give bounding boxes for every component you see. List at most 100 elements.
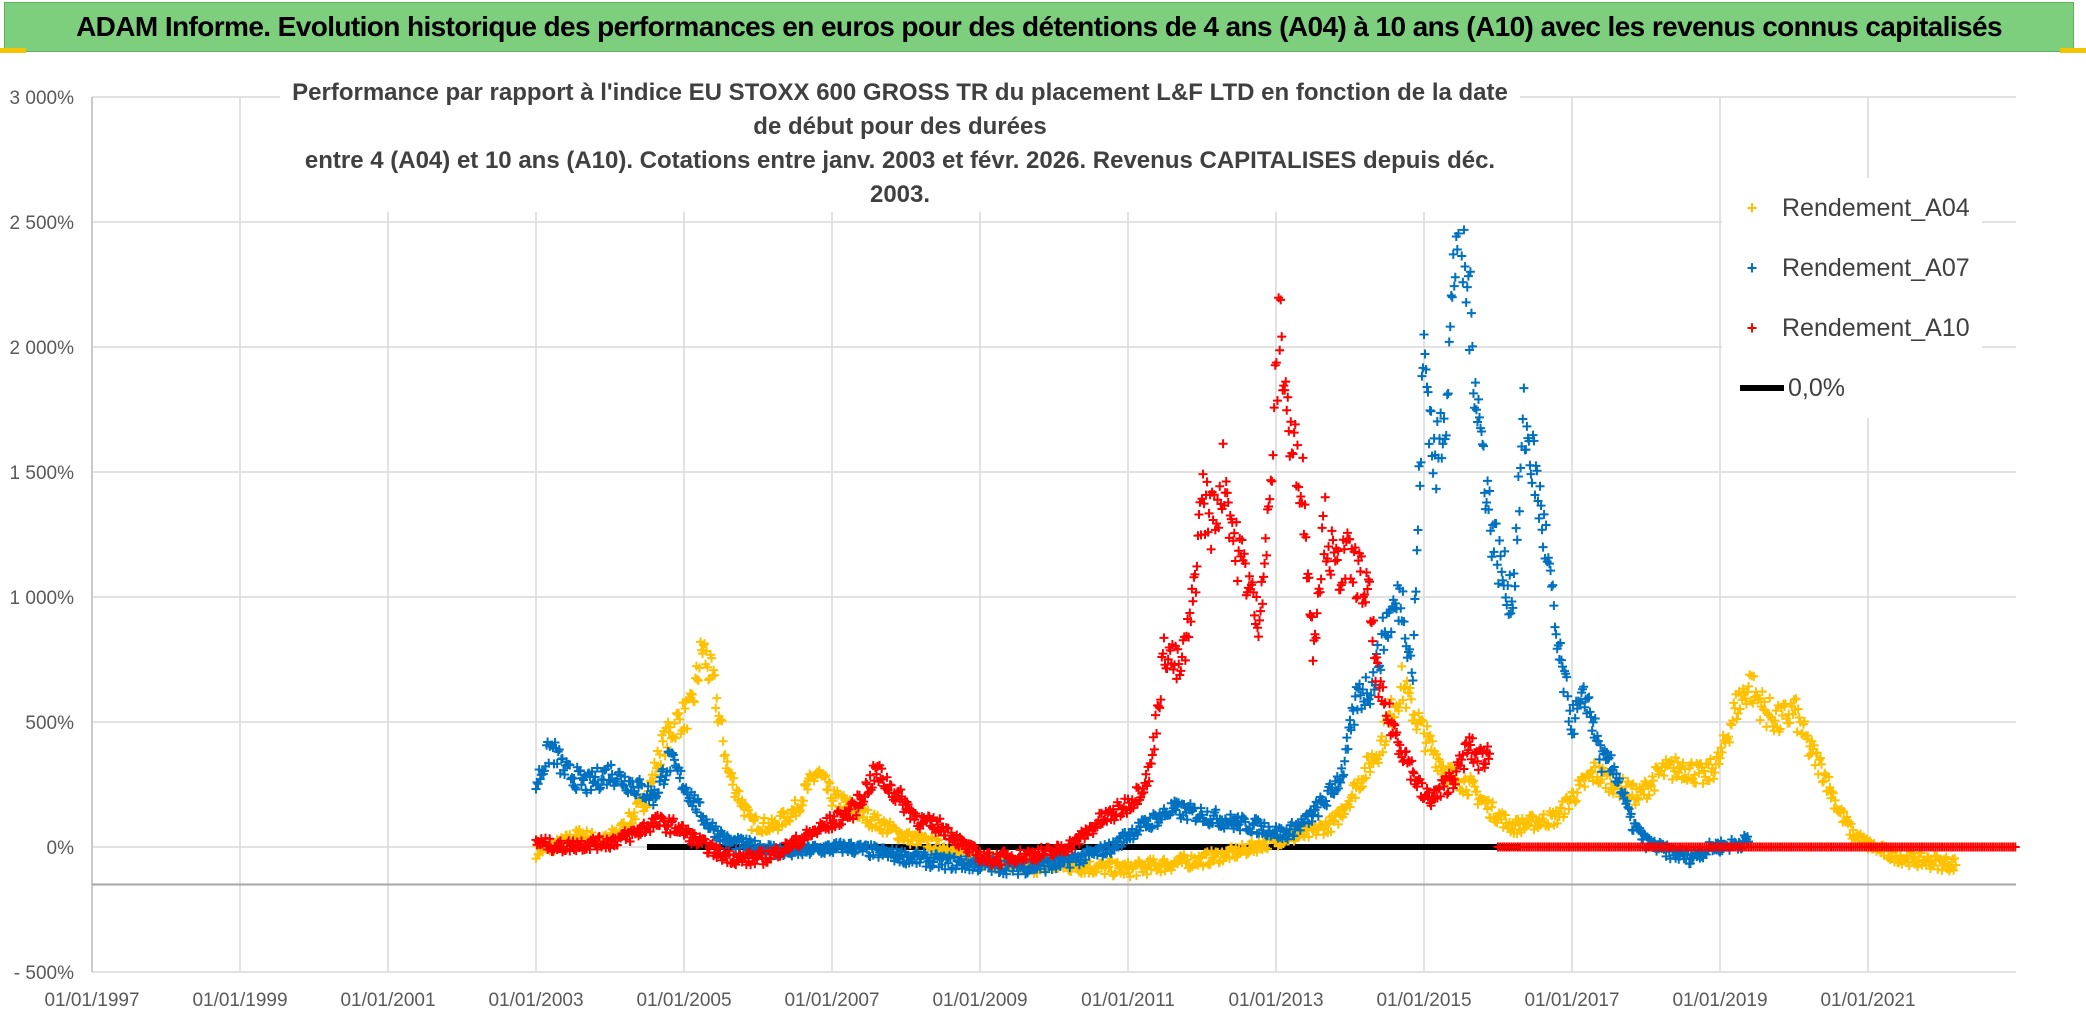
point-Rendement_A04	[1768, 721, 1778, 731]
point-Rendement_A07	[1420, 349, 1430, 359]
legend-label-a07: Rendement_A07	[1782, 253, 1970, 282]
point-Rendement_A07	[695, 798, 705, 808]
point-Rendement_A10	[871, 769, 881, 779]
point-Rendement_A10	[1483, 742, 1493, 752]
legend-marker-a07: +	[1746, 257, 1758, 278]
point-Rendement_A07	[1405, 644, 1415, 654]
point-Rendement_A04	[1156, 867, 1166, 877]
point-Rendement_A04	[1621, 782, 1631, 792]
point-Rendement_A07	[900, 847, 910, 857]
point-Rendement_A04	[1638, 784, 1648, 794]
point-Rendement_A04	[1647, 771, 1657, 781]
point-Rendement_A10	[851, 810, 861, 820]
point-Rendement_A07	[1362, 688, 1372, 698]
point-Rendement_A07	[1335, 777, 1345, 787]
point-Rendement_A07	[595, 783, 605, 793]
point-Rendement_A10	[1376, 676, 1386, 686]
point-Rendement_A07	[1443, 389, 1453, 399]
point-Rendement_A07	[1322, 801, 1332, 811]
point-Rendement_A10	[1463, 745, 1473, 755]
point-Rendement_A04	[1803, 731, 1813, 741]
point-Rendement_A10	[1173, 644, 1183, 654]
point-Rendement_A07	[531, 784, 541, 794]
point-Rendement_A04	[1405, 683, 1415, 693]
point-Rendement_A04	[1527, 810, 1537, 820]
point-Rendement_A07	[660, 775, 670, 785]
point-Rendement_A04	[719, 751, 729, 761]
point-Rendement_A10	[1184, 632, 1194, 642]
point-Rendement_A04	[872, 810, 882, 820]
y-tick-label: 3 000%	[10, 88, 75, 109]
point-Rendement_A07	[1349, 720, 1359, 730]
point-Rendement_A10	[1345, 534, 1355, 544]
point-Rendement_A04	[1394, 706, 1404, 716]
point-Rendement_A07	[1527, 478, 1537, 488]
point-Rendement_A04	[1400, 682, 1410, 692]
point-Rendement_A07	[1556, 655, 1566, 665]
x-tick-label: 01/01/2019	[1672, 990, 1767, 1011]
point-Rendement_A04	[1425, 731, 1435, 741]
point-Rendement_A10	[588, 833, 598, 843]
point-Rendement_A07	[1466, 308, 1476, 318]
point-Rendement_A07	[1471, 405, 1481, 415]
point-Rendement_A10	[1283, 392, 1293, 402]
point-Rendement_A10	[1307, 612, 1317, 622]
point-Rendement_A07	[1423, 387, 1433, 397]
point-Rendement_A07	[1518, 414, 1528, 424]
point-Rendement_A04	[582, 826, 592, 836]
point-Rendement_A10	[1348, 577, 1358, 587]
point-Rendement_A04	[1709, 774, 1719, 784]
point-Rendement_A07	[587, 766, 597, 776]
point-Rendement_A04	[664, 728, 674, 738]
point-Rendement_A07	[1469, 403, 1479, 413]
point-Rendement_A10	[1457, 755, 1467, 765]
legend-item-zero: 0,0%	[1722, 368, 1845, 408]
point-Rendement_A10	[1327, 526, 1337, 536]
point-Rendement_A10	[1328, 535, 1338, 545]
point-Rendement_A07	[1500, 546, 1510, 556]
point-Rendement_A10	[1199, 499, 1209, 509]
point-Rendement_A04	[1421, 738, 1431, 748]
point-Rendement_A04	[1574, 780, 1584, 790]
point-Rendement_A10	[1312, 608, 1322, 618]
point-Rendement_A10	[1392, 727, 1402, 737]
point-Rendement_A07	[1437, 453, 1447, 463]
point-Rendement_A10	[915, 824, 925, 834]
point-Rendement_A07	[1505, 570, 1515, 580]
point-Rendement_A07	[1146, 823, 1156, 833]
point-Rendement_A07	[1486, 526, 1496, 536]
point-Rendement_A04	[927, 833, 937, 843]
point-Rendement_A04	[1715, 753, 1725, 763]
point-Rendement_A04	[1705, 754, 1715, 764]
point-Rendement_A04	[1771, 706, 1781, 716]
point-Rendement_A10	[861, 777, 871, 787]
point-Rendement_A07	[635, 774, 645, 784]
point-Rendement_A10	[1186, 617, 1196, 627]
point-Rendement_A10	[1407, 756, 1417, 766]
point-Rendement_A07	[891, 844, 901, 854]
point-Rendement_A10	[1289, 428, 1299, 438]
y-tick-label: - 500%	[14, 963, 74, 984]
point-Rendement_A07	[874, 852, 884, 862]
point-Rendement_A04	[1727, 720, 1737, 730]
point-Rendement_A04	[1350, 793, 1360, 803]
point-Rendement_A10	[897, 792, 907, 802]
point-Rendement_A07	[1431, 484, 1441, 494]
point-Rendement_A07	[1330, 776, 1340, 786]
point-Rendement_A04	[663, 717, 673, 727]
point-Rendement_A07	[1489, 547, 1499, 557]
point-Rendement_A10	[1168, 665, 1178, 675]
point-Rendement_A07	[1450, 272, 1460, 282]
point-Rendement_A07	[1501, 593, 1511, 603]
point-Rendement_A07	[552, 759, 562, 769]
point-Rendement_A10	[1067, 844, 1077, 854]
y-tick-label: 0%	[47, 838, 75, 859]
point-Rendement_A04	[717, 716, 727, 726]
point-Rendement_A04	[1806, 749, 1816, 759]
point-Rendement_A10	[1248, 587, 1258, 597]
point-Rendement_A07	[1475, 412, 1484, 422]
point-Rendement_A07	[1580, 702, 1590, 712]
point-Rendement_A04	[1913, 862, 1923, 872]
point-Rendement_A10	[854, 790, 864, 800]
point-Rendement_A10	[1390, 720, 1400, 730]
